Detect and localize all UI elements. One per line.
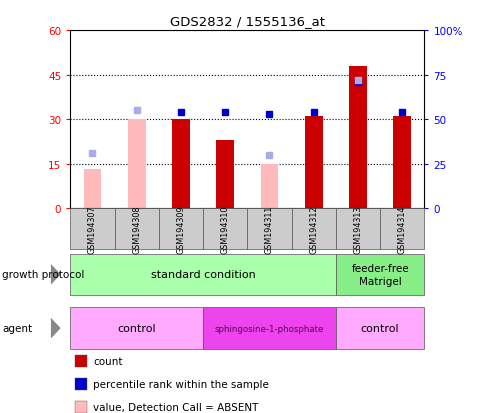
Text: GSM194310: GSM194310 xyxy=(220,205,229,253)
Text: control: control xyxy=(360,323,399,333)
Text: percentile rank within the sample: percentile rank within the sample xyxy=(93,379,269,389)
Text: GSM194313: GSM194313 xyxy=(353,205,362,253)
Text: GSM194312: GSM194312 xyxy=(309,205,318,254)
Title: GDS2832 / 1555136_at: GDS2832 / 1555136_at xyxy=(169,15,324,28)
Text: GSM194314: GSM194314 xyxy=(397,205,406,253)
Text: control: control xyxy=(117,323,156,333)
Text: count: count xyxy=(93,356,122,366)
Bar xyxy=(393,117,410,209)
Text: growth protocol: growth protocol xyxy=(2,270,85,280)
Bar xyxy=(83,170,101,209)
Text: feeder-free
Matrigel: feeder-free Matrigel xyxy=(350,263,408,286)
Text: sphingosine-1-phosphate: sphingosine-1-phosphate xyxy=(214,324,323,333)
Text: GSM194308: GSM194308 xyxy=(132,205,141,253)
Text: value, Detection Call = ABSENT: value, Detection Call = ABSENT xyxy=(93,402,258,412)
Text: GSM194307: GSM194307 xyxy=(88,205,97,254)
Bar xyxy=(260,164,278,209)
Text: agent: agent xyxy=(2,323,32,333)
Text: GSM194309: GSM194309 xyxy=(176,205,185,254)
Bar xyxy=(304,117,322,209)
Bar xyxy=(128,120,145,209)
Bar xyxy=(216,140,234,209)
Bar xyxy=(348,66,366,209)
Text: standard condition: standard condition xyxy=(151,270,255,280)
Text: GSM194311: GSM194311 xyxy=(264,205,273,253)
Bar xyxy=(172,120,189,209)
